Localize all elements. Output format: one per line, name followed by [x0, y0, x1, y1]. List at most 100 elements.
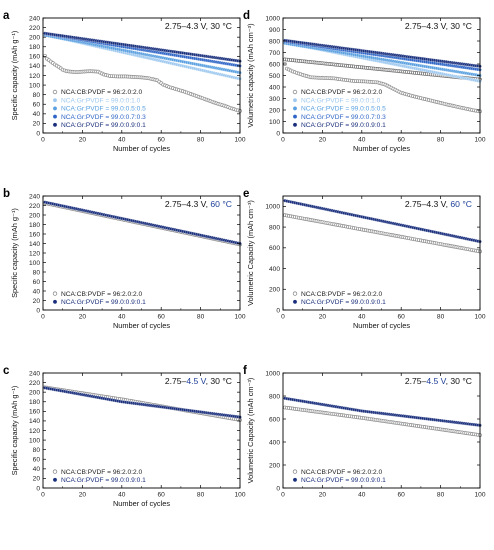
- legend-label: NCA:Gr:PVDF = 99.0:0.9:0.1: [61, 122, 146, 129]
- series-0: [283, 62, 482, 114]
- series-0: [43, 53, 242, 113]
- y-tick-label: 1000: [265, 15, 280, 22]
- legend-marker: [293, 114, 297, 119]
- y-tick-label: 20: [33, 121, 41, 128]
- legend-label: NCA:Gr:PVDF = 99.0:0.5:0.5: [301, 106, 386, 113]
- condition-pre: 2.75–: [405, 376, 427, 386]
- y-tick-label: 200: [269, 107, 280, 114]
- y-tick-label: 60: [33, 102, 41, 109]
- y-tick-label: 800: [269, 393, 280, 400]
- condition-label: 2.75–4.3 V, 30 °C: [165, 21, 232, 31]
- x-tick-label: 20: [319, 137, 327, 144]
- series-1: [43, 386, 242, 419]
- legend-marker: [53, 114, 57, 119]
- x-tick-label: 60: [398, 314, 406, 321]
- x-tick-label: 60: [398, 137, 406, 144]
- legend-marker: [292, 469, 298, 474]
- panel-label: a: [3, 10, 10, 22]
- x-axis-label: Number of cycles: [353, 321, 410, 330]
- legend-label: NCA:Gr:PVDF = 99.0:0:1.0: [301, 97, 381, 104]
- panel-label: c: [3, 365, 10, 377]
- y-tick-label: 700: [269, 50, 280, 57]
- x-tick-label: 40: [358, 492, 366, 499]
- x-tick-label: 100: [474, 137, 485, 144]
- legend-label: NCA:CB:PVDF = 96:2.0:2.0: [301, 291, 383, 298]
- panel-label: d: [243, 10, 250, 22]
- legend-label: NCA:Gr:PVDF = 99.0:0.7:0.3: [61, 114, 146, 121]
- y-axis-label: Volumetric Capacity (mAh cm⁻³): [246, 200, 255, 306]
- series-0: [283, 405, 482, 438]
- chart-panel-b: b 0 20 40 60 80 100 0 20 40 60 80 100 120 140 160 180 200…: [3, 188, 246, 330]
- y-tick-label: 60: [33, 279, 41, 286]
- y-tick-label: 180: [29, 399, 40, 406]
- y-tick-label: 900: [269, 27, 280, 34]
- legend-label: NCA:Gr:PVDF = 99.0:0.5:0.5: [61, 106, 146, 113]
- x-tick-label: 40: [118, 314, 126, 321]
- legend-label: NCA:Gr:PVDF = 99.0:0.7:0.3: [301, 114, 386, 121]
- y-tick-label: 0: [36, 485, 40, 492]
- panel-label: f: [243, 365, 247, 377]
- y-tick-label: 1000: [265, 370, 280, 377]
- x-tick-label: 60: [158, 137, 166, 144]
- legend-marker: [53, 299, 57, 304]
- y-tick-label: 400: [269, 266, 280, 273]
- condition-post: , 30 °C: [446, 376, 472, 386]
- y-tick-label: 600: [269, 61, 280, 68]
- legend-marker: [293, 98, 297, 103]
- series-1: [283, 198, 482, 244]
- x-tick-label: 40: [358, 314, 366, 321]
- y-tick-label: 240: [29, 370, 40, 377]
- x-tick-label: 80: [437, 314, 445, 321]
- y-tick-label: 140: [29, 241, 40, 248]
- condition-pre: 2.75–4.3 V, 30: [405, 21, 463, 31]
- legend-marker: [52, 469, 58, 474]
- y-tick-label: 20: [33, 476, 41, 483]
- legend-label: NCA:Gr:PVDF = 99.0:0.9:0.1: [61, 477, 146, 484]
- x-tick-label: 20: [319, 314, 327, 321]
- legend-marker: [53, 98, 57, 103]
- y-axis-label: Specific capacity (mAh g⁻¹): [10, 31, 19, 121]
- panel-label: e: [243, 188, 249, 200]
- series-4: [43, 31, 242, 63]
- y-tick-label: 100: [269, 119, 280, 126]
- y-tick-label: 160: [29, 54, 40, 61]
- x-axis-label: Number of cycles: [353, 144, 410, 153]
- x-tick-label: 100: [234, 137, 245, 144]
- y-tick-label: 200: [29, 34, 40, 41]
- x-tick-label: 0: [281, 314, 285, 321]
- series-1: [43, 200, 242, 246]
- legend-label: NCA:CB:PVDF = 96:2.0:2.0: [61, 469, 143, 476]
- y-tick-label: 240: [29, 193, 40, 200]
- condition-pre: 2.75–4.3 V,: [405, 199, 451, 209]
- legend-marker: [292, 89, 298, 95]
- x-tick-label: 80: [197, 492, 205, 499]
- y-tick-label: 140: [29, 418, 40, 425]
- y-tick-label: 0: [276, 307, 280, 314]
- legend-marker: [293, 106, 297, 111]
- condition-pre: 2.75–4.3 V, 30: [165, 21, 223, 31]
- chart-panel-d: d0 20 40 60 80 100010020030040050060070080090…: [243, 10, 486, 153]
- data-point: [43, 53, 47, 58]
- y-tick-label: 80: [33, 447, 41, 454]
- x-tick-label: 100: [234, 314, 245, 321]
- y-tick-label: 180: [29, 222, 40, 229]
- y-tick-label: 0: [36, 130, 40, 137]
- x-tick-label: 60: [398, 492, 406, 499]
- condition-post: , 30 °C: [206, 376, 232, 386]
- x-tick-label: 100: [474, 314, 485, 321]
- y-tick-label: 80: [33, 269, 41, 276]
- chart-panel-a: a 0 20 40 60 80 100 0 20 40 60 80 100 120 140 160 180 200…: [3, 10, 246, 153]
- y-tick-label: 160: [29, 409, 40, 416]
- y-tick-label: 800: [269, 38, 280, 45]
- y-tick-label: 100: [29, 260, 40, 267]
- series-0: [283, 213, 482, 254]
- y-tick-label: 200: [29, 212, 40, 219]
- x-axis-label: Number of cycles: [113, 499, 170, 508]
- x-tick-label: 100: [474, 492, 485, 499]
- y-axis-label: Specific capacity (mAh g⁻¹): [10, 208, 19, 298]
- x-tick-label: 60: [158, 492, 166, 499]
- y-tick-label: 200: [29, 389, 40, 396]
- y-tick-label: 240: [29, 15, 40, 22]
